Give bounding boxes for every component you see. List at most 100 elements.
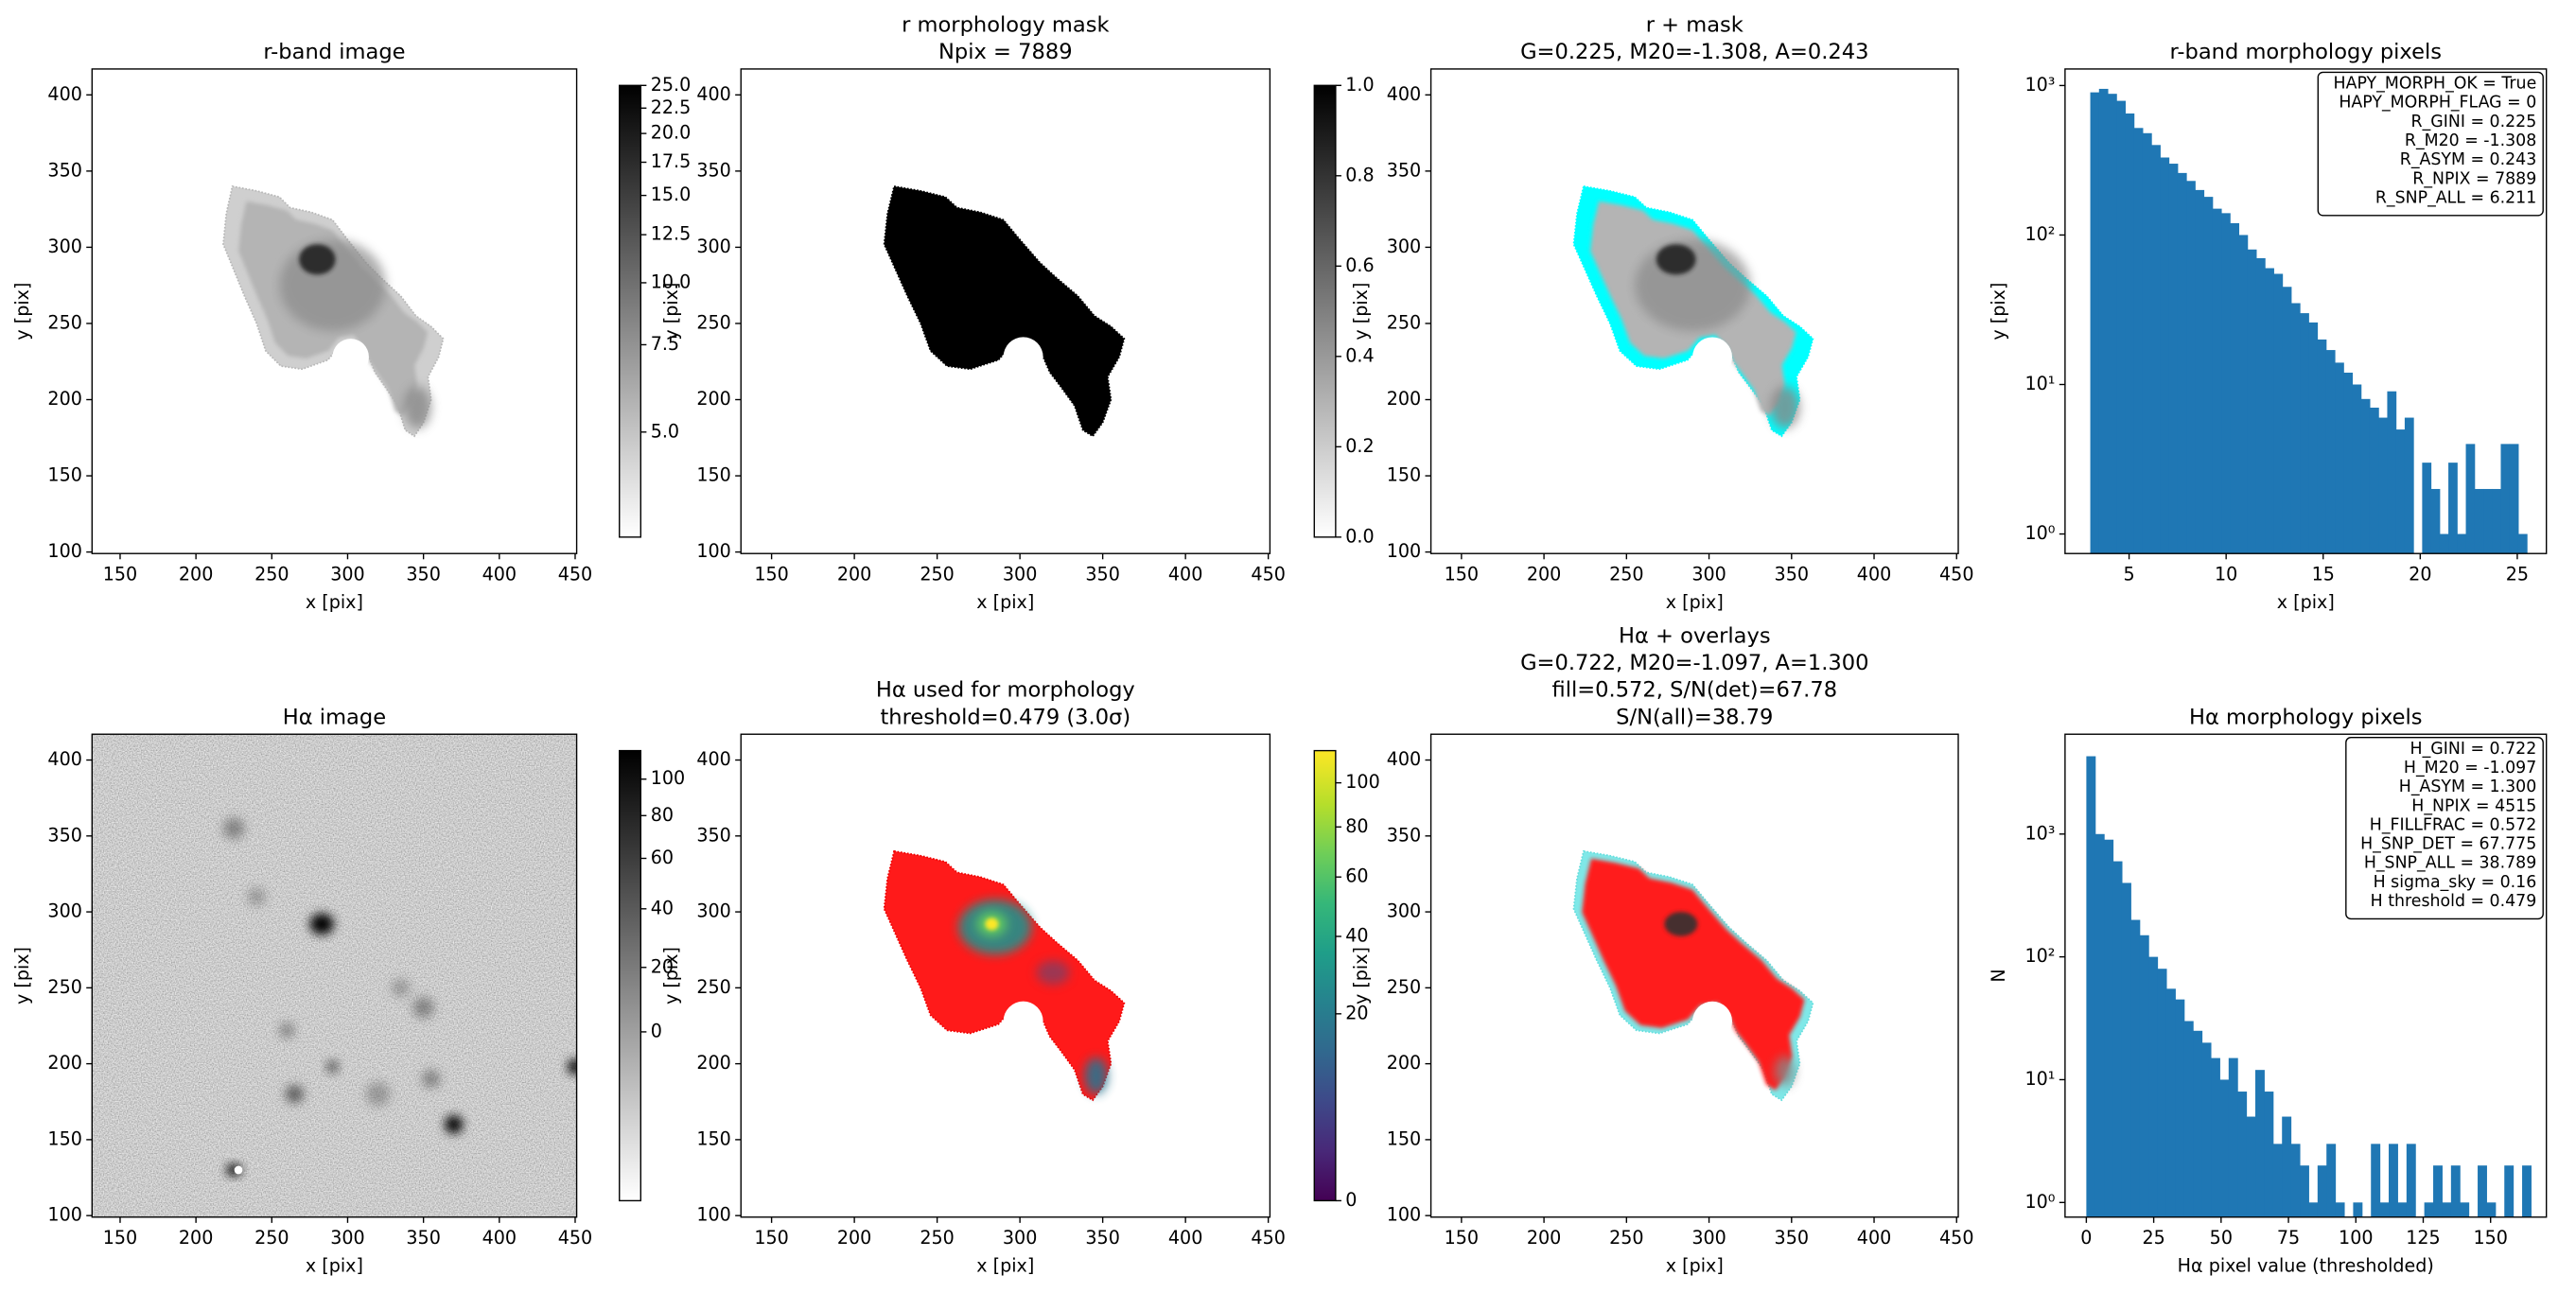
axes-frame [91, 733, 578, 1218]
annotation: R_ASYM = 0.243 [2400, 150, 2537, 169]
panel-title: r + mask [1646, 12, 1744, 37]
source [279, 1022, 295, 1039]
y-tick-label: 10⁰ [2025, 522, 2056, 544]
annotation: H threshold = 0.479 [2371, 892, 2537, 911]
y-tick-label: 10⁰ [2025, 1191, 2056, 1213]
x-tick-label: 0 [2080, 1227, 2092, 1249]
colorbar-tick-label: 17.5 [651, 150, 692, 172]
x-tick-label: 10 [2215, 563, 2237, 585]
y-tick-label: 400 [47, 83, 81, 105]
plot-area [222, 184, 445, 438]
histogram-bar [2474, 488, 2484, 554]
annotation: H_GINI = 0.722 [2410, 740, 2537, 759]
x-tick-label: 450 [1939, 1227, 1973, 1249]
y-tick-label: 100 [47, 540, 81, 562]
colorbar-tick-label: 12.5 [651, 223, 692, 245]
histogram-bar [2139, 935, 2149, 1217]
y-tick-label: 250 [47, 976, 81, 998]
y-tick-label: 250 [1387, 311, 1421, 333]
panel-title: Hα image [283, 705, 386, 729]
y-tick-label: 150 [696, 1127, 730, 1149]
plot-area [2086, 756, 2532, 1217]
x-axis-label: x [pix] [2277, 591, 2335, 613]
plot-area [1572, 184, 1814, 438]
source [412, 996, 434, 1019]
annotation-box [2317, 71, 2544, 217]
source [1036, 960, 1070, 986]
x-tick-label: 150 [1445, 563, 1479, 585]
colorbar-tick-label: 25.0 [651, 74, 692, 96]
x-tick-label: 300 [1691, 563, 1726, 585]
x-tick-label: 25 [2506, 563, 2529, 585]
y-tick-label: 400 [1387, 83, 1421, 105]
histogram-bar [2378, 417, 2388, 554]
colorbar-tick-label: 10.0 [651, 271, 692, 292]
axes-frame [740, 68, 1271, 554]
colorbar-tick-label: 1.0 [1345, 74, 1374, 96]
panel-title: S/N(all)=38.79 [1616, 705, 1773, 729]
histogram-bar [2290, 303, 2301, 554]
panel-title: Hα + overlays [1619, 623, 1771, 648]
histogram-bar [2379, 1202, 2390, 1217]
histogram-bar [2483, 488, 2493, 554]
x-tick-label: 300 [1003, 563, 1037, 585]
x-tick-label: 400 [1857, 1227, 1891, 1249]
source [567, 1058, 577, 1075]
x-tick-label: 200 [837, 1227, 871, 1249]
histogram-bar [2450, 1165, 2461, 1217]
y-axis-label: y [pix] [1350, 947, 1372, 1005]
histogram-bar [2151, 145, 2161, 554]
histogram-bar [2160, 157, 2170, 554]
histogram-bar [2219, 1079, 2230, 1217]
x-tick-label: 25 [2142, 1227, 2164, 1249]
source [445, 1115, 464, 1134]
colorbar-tick-label: 40 [651, 897, 674, 918]
histogram-bar [2195, 189, 2205, 554]
panel-title: Npix = 7889 [938, 40, 1073, 64]
plot-area [2090, 88, 2528, 554]
histogram-bar [2517, 533, 2528, 554]
x-axis-label: x [pix] [976, 591, 1034, 613]
histogram-bar [2290, 1144, 2301, 1217]
source [326, 1060, 339, 1074]
colorbar [619, 749, 642, 1202]
histogram-bar [2504, 1165, 2515, 1217]
panel-title: fill=0.572, S/N(det)=67.78 [1552, 678, 1838, 703]
histogram-bar [2343, 372, 2354, 554]
source [285, 1085, 304, 1104]
histogram-bar [2247, 249, 2257, 554]
x-tick-label: 150 [103, 1227, 137, 1249]
y-tick-label: 250 [47, 311, 81, 333]
x-axis-label: Hα pixel value (thresholded) [2178, 1254, 2434, 1276]
y-tick-label: 10¹ [2025, 373, 2056, 394]
histogram-bar [2177, 172, 2187, 554]
histogram-bar [2325, 350, 2336, 554]
plot-area [883, 184, 1126, 438]
y-tick-label: 150 [1387, 464, 1421, 486]
colorbar [1313, 84, 1337, 538]
colorbar-tick-label: 40 [1345, 925, 1368, 947]
histogram-bar [2112, 861, 2123, 1217]
histogram-bar [2272, 1144, 2283, 1217]
x-axis-label: x [pix] [1666, 1254, 1724, 1276]
x-tick-label: 150 [103, 563, 137, 585]
masked-region [1003, 1001, 1043, 1041]
colorbar-tick-label: 0 [651, 1020, 662, 1041]
source [1084, 1057, 1108, 1094]
source [985, 917, 999, 931]
colorbar-tick-label: 7.5 [651, 333, 679, 355]
annotation: H_ASYM = 1.300 [2399, 778, 2537, 796]
y-tick-label: 350 [696, 824, 730, 846]
x-tick-label: 150 [754, 563, 788, 585]
x-axis-label: x [pix] [976, 1254, 1034, 1276]
axes-frame [91, 68, 578, 554]
annotation: HAPY_MORPH_FLAG = 0 [2339, 94, 2536, 113]
masked-region [1692, 337, 1732, 377]
histogram-bar [2424, 1202, 2434, 1217]
y-tick-label: 300 [696, 236, 730, 257]
axes-frame [2064, 733, 2548, 1218]
x-tick-label: 350 [1085, 1227, 1119, 1249]
y-tick-label: 100 [1387, 1204, 1421, 1226]
x-tick-label: 200 [837, 563, 871, 585]
source [403, 386, 431, 429]
